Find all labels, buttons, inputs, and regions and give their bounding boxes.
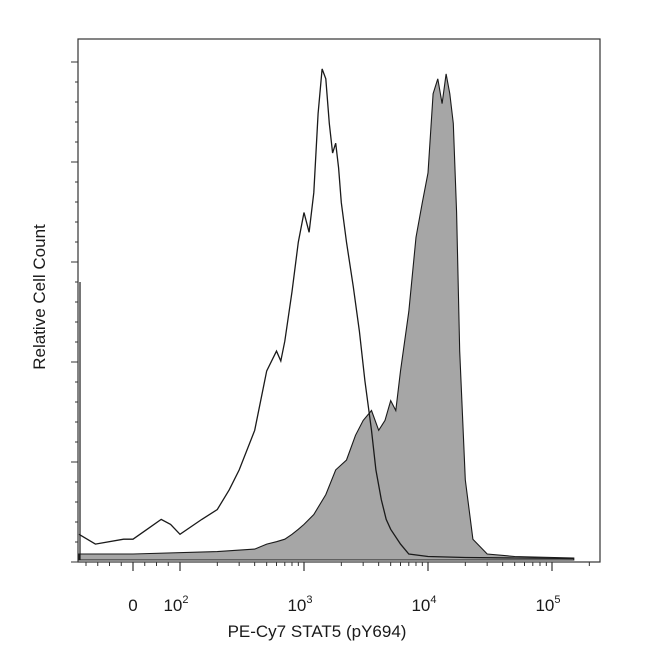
x-tick-label: 103 [287, 594, 312, 615]
x-tick-exponent: 4 [430, 594, 436, 606]
x-tick-label: 102 [163, 594, 188, 615]
y-axis-ticks [71, 61, 78, 563]
x-axis-title: PE-Cy7 STAT5 (pY694) [228, 622, 407, 641]
x-tick-label: 104 [411, 594, 436, 615]
y-axis-title: Relative Cell Count [30, 224, 49, 370]
x-tick-label: 105 [535, 594, 560, 615]
x-axis-tick-labels: 0 102 103 104 105 [128, 594, 560, 615]
x-axis-ticks [85, 562, 590, 571]
x-tick-exponent: 5 [554, 594, 560, 606]
x-tick-label: 0 [128, 596, 137, 615]
x-tick-exponent: 3 [306, 594, 312, 606]
histogram-series [78, 68, 575, 561]
series-filled-histogram [78, 73, 575, 561]
x-tick-exponent: 2 [182, 594, 188, 606]
series-outline-histogram [78, 68, 574, 560]
